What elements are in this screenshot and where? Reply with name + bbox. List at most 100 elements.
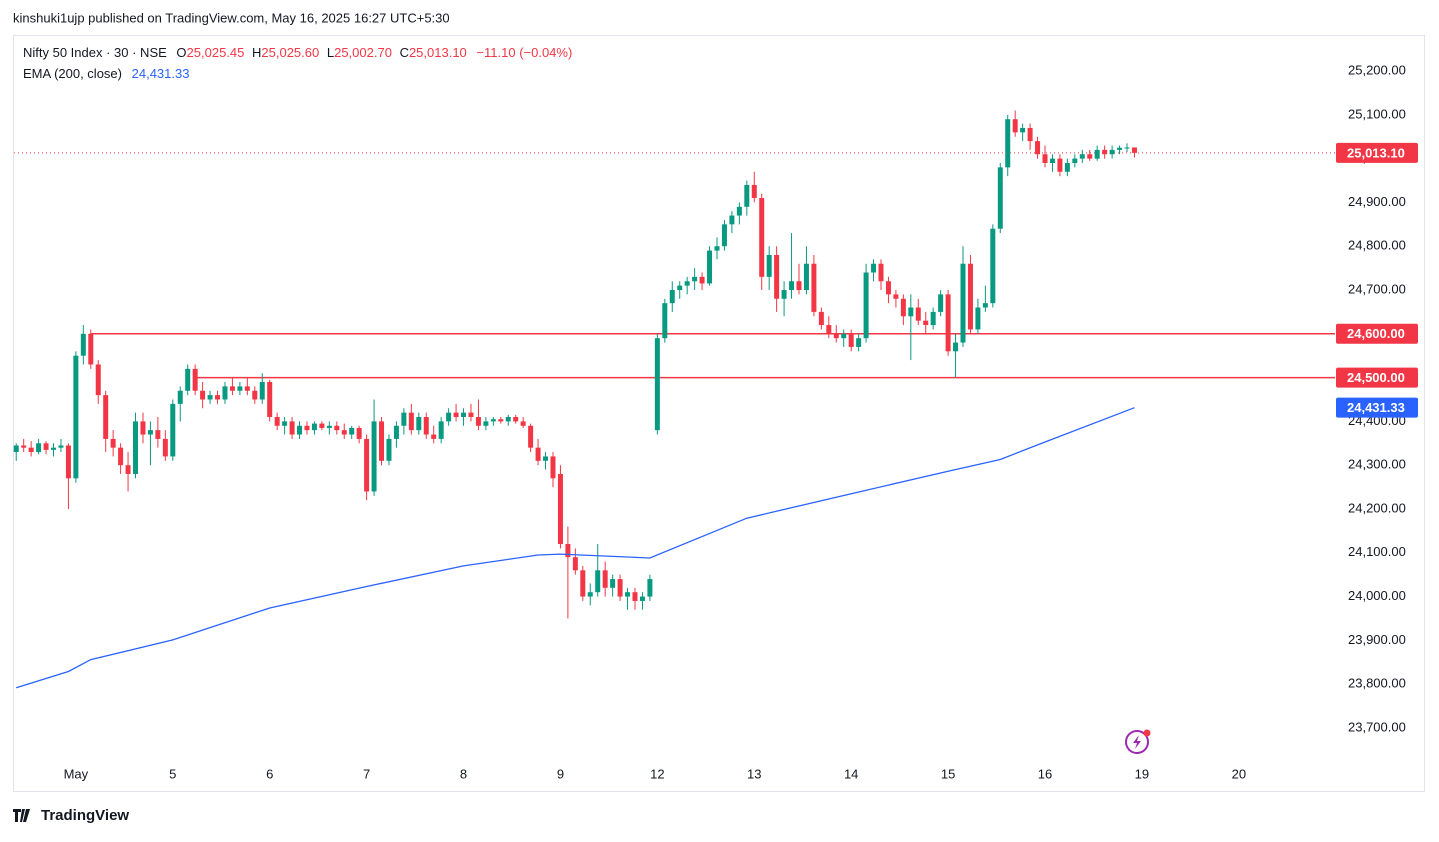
- candle-body: [908, 307, 914, 317]
- price-tag-label: 24,431.33: [1347, 400, 1405, 415]
- candle-body: [1027, 127, 1033, 142]
- y-tick-label: 24,300.00: [1348, 457, 1406, 472]
- x-tick-label: 8: [460, 766, 467, 781]
- candle-body: [1094, 149, 1100, 159]
- x-tick-label: 6: [266, 766, 273, 781]
- candle-body: [714, 246, 720, 251]
- candle-body: [826, 325, 832, 334]
- candle-body: [1057, 158, 1063, 172]
- candle-body: [379, 421, 385, 461]
- plot: 23,700.00 23,800.00 23,900.00 24,000.00 24,1…: [13, 62, 1418, 781]
- h-label: H: [252, 45, 261, 60]
- candle-body: [95, 364, 101, 396]
- candle-body: [818, 311, 824, 326]
- x-tick-label: May: [64, 766, 89, 781]
- candle-body: [677, 285, 683, 291]
- y-tick-label: 25,100.00: [1348, 106, 1406, 121]
- candle-body: [803, 263, 809, 291]
- candle-body: [341, 430, 347, 435]
- x-tick-label: 9: [557, 766, 564, 781]
- candle-body: [520, 421, 526, 426]
- candle-body: [535, 447, 541, 461]
- candle-body: [744, 184, 750, 207]
- y-tick-label: 23,900.00: [1348, 632, 1406, 647]
- x-tick-label: 19: [1135, 766, 1149, 781]
- candle-body: [215, 395, 221, 400]
- candle-body: [692, 276, 698, 282]
- candle-body: [371, 421, 377, 492]
- candle-body: [1072, 158, 1078, 164]
- candle-body: [1064, 163, 1070, 172]
- candle-body: [483, 421, 489, 426]
- candle-body: [774, 254, 780, 299]
- header: kinshuki1ujp published on TradingView.co…: [13, 10, 450, 25]
- candle-body: [461, 412, 467, 418]
- candle-body: [475, 417, 481, 426]
- candle-body: [915, 307, 921, 321]
- candle-body: [58, 445, 64, 448]
- y-tick-label: 23,700.00: [1348, 719, 1406, 734]
- candle-body: [274, 417, 280, 426]
- candle-body: [856, 338, 862, 347]
- candle-body: [393, 425, 399, 439]
- candle-body: [811, 263, 817, 312]
- candle-body: [1035, 141, 1041, 155]
- candle-body: [878, 263, 884, 282]
- candle-body: [28, 447, 34, 453]
- candle-body: [192, 368, 198, 391]
- candle-body: [498, 419, 504, 422]
- x-tick-label: 20: [1232, 766, 1246, 781]
- candle-body: [1124, 147, 1130, 149]
- candle-body: [550, 456, 556, 479]
- c-label: C: [400, 45, 409, 60]
- candle-body: [431, 434, 437, 439]
- candle-body: [1005, 119, 1011, 168]
- candle-body: [237, 386, 243, 391]
- candle-body: [885, 281, 891, 295]
- candle-body: [505, 417, 511, 422]
- spark-icon[interactable]: [1125, 729, 1151, 754]
- candle-body: [1102, 149, 1108, 155]
- candle-body: [36, 443, 42, 453]
- candle-body: [446, 412, 452, 422]
- l-value: 25,002.70: [334, 45, 392, 60]
- candle-body: [1079, 154, 1085, 159]
- ema-line: [16, 407, 1135, 689]
- o-value: 25,025.45: [187, 45, 245, 60]
- candle-body: [662, 303, 668, 339]
- candle-body: [528, 425, 534, 448]
- candle-body: [1049, 158, 1055, 164]
- candle-body: [21, 445, 27, 448]
- candle-body: [729, 215, 735, 225]
- candle-body: [930, 311, 936, 326]
- candle-body: [900, 298, 906, 317]
- candle-body: [1012, 119, 1018, 133]
- candle-body: [453, 412, 459, 418]
- candle-body: [133, 421, 139, 474]
- candle-body: [982, 303, 988, 308]
- candle-body: [311, 423, 317, 431]
- candle-body: [945, 294, 951, 352]
- candle-body: [781, 290, 787, 299]
- change: −11.10 (−0.04%): [476, 45, 572, 60]
- candle-body: [297, 425, 303, 435]
- candle-body: [438, 421, 444, 439]
- candle-body: [80, 333, 86, 356]
- candle-body: [401, 412, 407, 426]
- candle-body: [282, 421, 288, 426]
- candle-body: [162, 438, 168, 457]
- frame: [13, 35, 1425, 792]
- ema-legend: EMA (200, close) 24,431.33: [23, 66, 189, 81]
- x-tick-label: 14: [844, 766, 858, 781]
- candle-body: [155, 430, 161, 439]
- logo: TradingView: [13, 807, 129, 824]
- candle-body: [543, 456, 549, 461]
- candle-body: [252, 390, 258, 400]
- price-tag: [1336, 397, 1418, 418]
- candle-body: [490, 419, 496, 422]
- candle-body: [13, 445, 19, 453]
- candle-body: [997, 167, 1003, 229]
- c-value: 25,013.10: [409, 45, 467, 60]
- candle-body: [147, 430, 153, 435]
